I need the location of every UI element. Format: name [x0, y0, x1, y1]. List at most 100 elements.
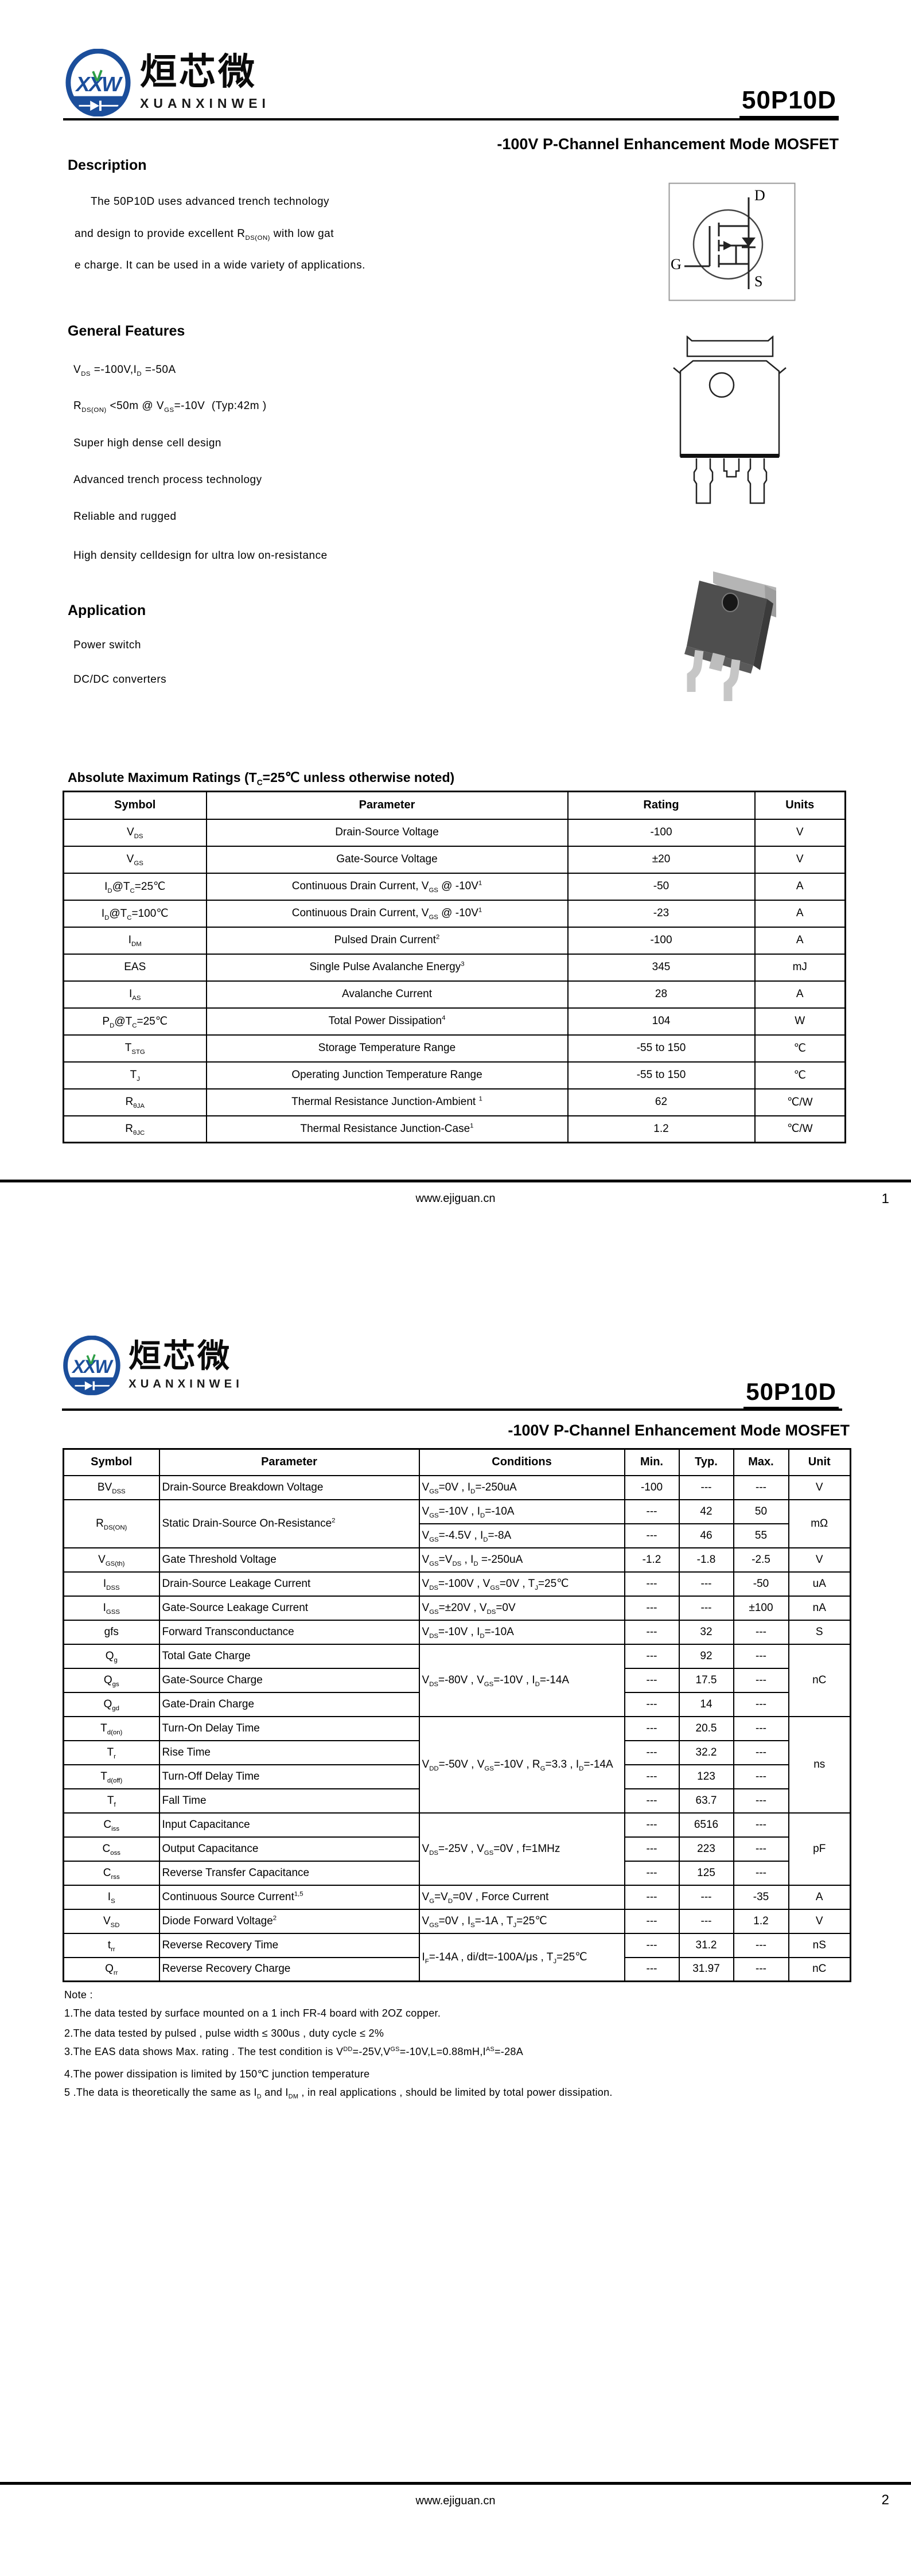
table-row: RDS(ON) Static Drain-Source On-Resistanc…: [63, 1499, 851, 1548]
application-heading: Application: [68, 602, 146, 618]
pin-label-gate: G: [671, 256, 682, 273]
cell-typ: 92: [678, 1643, 734, 1669]
cell-parameter: Single Pulse Avalanche Energy3: [205, 953, 569, 982]
cell-min: ---: [624, 1740, 680, 1765]
cell-symbol: TJ: [63, 1061, 207, 1089]
feature-item: High density celldesign for ultra low on…: [73, 550, 328, 562]
cell-symbol: Td(on): [63, 1715, 160, 1741]
mosfet-symbol-icon: [668, 182, 796, 301]
cell-symbol: IGSS: [63, 1595, 160, 1621]
col-min: Min.: [624, 1448, 680, 1476]
table-row: VGS=-4.5V , ID=-8A --- 46 55: [64, 1523, 851, 1548]
feature-item: VDS =-100V,ID =-50A: [73, 364, 176, 378]
cell-max: -35: [733, 1884, 789, 1910]
cell-parameter: Turn-Off Delay Time: [158, 1764, 420, 1789]
cell-typ: 6516: [678, 1812, 734, 1838]
table-row: Tr Rise Time --- 32.2 ---: [63, 1740, 851, 1765]
cell-unit: V: [788, 1908, 851, 1934]
cell-symbol: EAS: [63, 953, 207, 982]
cell-unit: nA: [788, 1595, 851, 1621]
cell-symbol: Qgd: [63, 1691, 160, 1717]
cell-units: A: [754, 872, 846, 901]
footer-rule: [0, 1180, 911, 1182]
cell-rating: -23: [567, 899, 756, 928]
cell-symbol: RDS(ON): [63, 1499, 160, 1548]
cell-max: ---: [733, 1619, 789, 1645]
cell-units: ℃: [754, 1061, 846, 1089]
cell-parameter: Reverse Recovery Charge: [158, 1956, 420, 1982]
cell-min: ---: [624, 1691, 680, 1717]
cell-conditions: VG=VD=0V , Force Current: [418, 1884, 625, 1910]
cell-symbol: RθJC: [63, 1115, 207, 1143]
cell-conditions: VGS=-10V , ID=-10A: [418, 1499, 625, 1524]
cell-max: ---: [733, 1860, 789, 1886]
feature-item: RDS(ON) <50m @ VGS=-10V (Typ:42m ): [73, 400, 267, 414]
cell-unit: uA: [788, 1571, 851, 1597]
cell-symbol: trr: [63, 1932, 160, 1958]
description-line: and design to provide excellent RDS(ON) …: [75, 228, 334, 242]
cell-parameter: Total Power Dissipation4: [205, 1007, 569, 1036]
cell-max: -50: [733, 1571, 789, 1597]
col-rating: Rating: [567, 791, 756, 820]
cell-parameter: Thermal Resistance Junction-Ambient 1: [205, 1088, 569, 1116]
cell-parameter: Static Drain-Source On-Resistance2: [158, 1499, 420, 1548]
table-row: PD@TC=25℃ Total Power Dissipation4 104 W: [63, 1007, 846, 1036]
cell-parameter: Turn-On Delay Time: [158, 1715, 420, 1741]
page-2: XXW 烜芯微 XUANXINWEI 50P10D -100V P-Channe…: [0, 1288, 911, 2576]
cell-unit: V: [788, 1474, 851, 1500]
cell-min: -100: [624, 1474, 680, 1500]
note-item: 5 .The data is theoretically the same as…: [64, 2087, 613, 2100]
brand-logo: XXW 烜芯微 XUANXINWEI: [62, 1336, 243, 1395]
cell-unit: pF: [788, 1812, 851, 1886]
cell-typ: ---: [678, 1595, 734, 1621]
brand-emblem-icon: XXW: [65, 49, 131, 116]
cell-unit: nC: [788, 1956, 851, 1982]
doc-subtitle: -100V P-Channel Enhancement Mode MOSFET: [508, 1422, 850, 1439]
cell-max: ---: [733, 1764, 789, 1789]
table-row: Qrr Reverse Recovery Charge --- 31.97 --…: [63, 1956, 851, 1982]
cell-max: ---: [733, 1932, 789, 1958]
cell-min: ---: [624, 1571, 680, 1597]
col-conditions: Conditions: [418, 1448, 625, 1476]
cell-typ: 17.5: [678, 1667, 734, 1693]
feature-item: Advanced trench process technology: [73, 474, 262, 486]
cell-parameter: Gate Threshold Voltage: [158, 1547, 420, 1573]
table-row: gfs Forward Transconductance VDS=-10V , …: [63, 1619, 851, 1645]
note-item: 3.The EAS data shows Max. rating . The t…: [64, 2046, 524, 2057]
table-row: ID@TC=100℃ Continuous Drain Current, VGS …: [63, 899, 846, 928]
cell-symbol: VDS: [63, 818, 207, 847]
page-number: 1: [881, 1191, 889, 1207]
cell-min: ---: [624, 1715, 680, 1741]
cell-unit: nS: [788, 1932, 851, 1958]
table-row: TJ Operating Junction Temperature Range -5…: [63, 1061, 846, 1089]
note-item: 2.The data tested by pulsed , pulse widt…: [64, 2028, 384, 2039]
brand-name-cn: 烜芯微: [129, 1337, 232, 1374]
table-row: Qgs Gate-Source Charge --- 17.5 ---: [63, 1667, 851, 1693]
table-row: Crss Reverse Transfer Capacitance --- 12…: [63, 1860, 851, 1886]
table-header-row: Symbol Parameter Conditions Min. Typ. Ma…: [63, 1448, 851, 1476]
cell-symbol: Td(off): [63, 1764, 160, 1789]
cell-typ: ---: [678, 1571, 734, 1597]
cell-unit: A: [788, 1884, 851, 1910]
cell-parameter: Continuous Drain Current, VGS @ -10V1: [205, 872, 569, 901]
cell-typ: 20.5: [678, 1715, 734, 1741]
cell-min: ---: [624, 1956, 680, 1982]
cell-conditions: VDD=-50V , VGS=-10V , RG=3.3 , ID=-14A: [418, 1715, 625, 1814]
cell-max: ---: [733, 1740, 789, 1765]
cell-min: ---: [624, 1595, 680, 1621]
cell-max: -2.5: [733, 1547, 789, 1573]
cell-conditions: IF=-14A , di/dt=-100A/μs , TJ=25℃: [418, 1932, 625, 1982]
cell-min: ---: [624, 1908, 680, 1934]
cell-units: A: [754, 926, 846, 955]
cell-conditions: VDS=-25V , VGS=0V , f=1MHz: [418, 1812, 625, 1886]
col-symbol: Symbol: [63, 791, 207, 820]
cell-rating: -55 to 150: [567, 1061, 756, 1089]
table-row: Tf Fall Time --- 63.7 ---: [63, 1788, 851, 1814]
cell-typ: 32.2: [678, 1740, 734, 1765]
cell-typ: 123: [678, 1764, 734, 1789]
cell-symbol: Ciss: [63, 1812, 160, 1838]
cell-parameter: Forward Transconductance: [158, 1619, 420, 1645]
page-number: 2: [881, 2492, 889, 2508]
table-row: RθJC Thermal Resistance Junction-Case1 1.2…: [63, 1115, 846, 1143]
pin-label-source: S: [754, 273, 763, 290]
